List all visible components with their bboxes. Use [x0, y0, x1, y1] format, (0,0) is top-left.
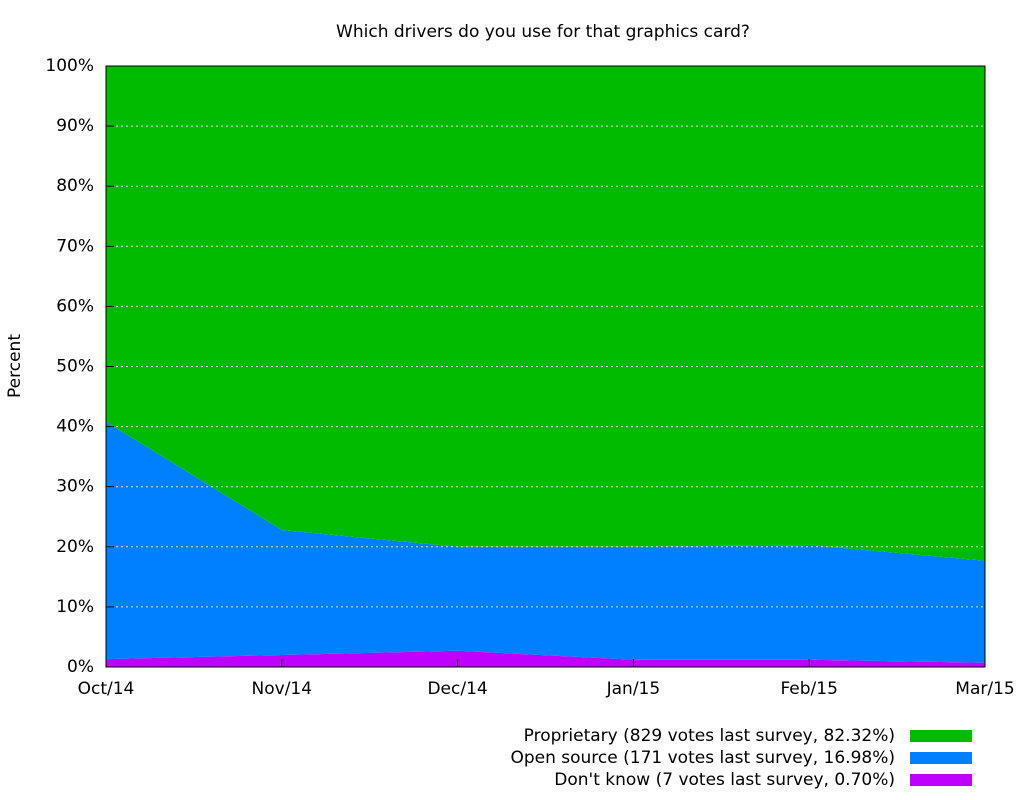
x-tick-label: Jan/15	[606, 679, 661, 699]
x-tick-label: Oct/14	[78, 679, 135, 699]
area	[106, 421, 985, 663]
x-tick-label: Mar/15	[955, 679, 1014, 699]
y-tick-label: 80%	[56, 176, 94, 196]
x-tick-label: Nov/14	[252, 679, 313, 699]
legend-label: Don't know (7 votes last survey, 0.70%)	[554, 770, 895, 790]
y-axis-label: Percent	[5, 334, 25, 398]
y-tick-label: 10%	[56, 597, 94, 617]
y-tick-label: 30%	[56, 477, 94, 497]
chart-title: Which drivers do you use for that graphi…	[336, 22, 750, 42]
y-tick-label: 20%	[56, 537, 94, 557]
legend-swatch	[910, 774, 972, 786]
legend-swatch	[910, 752, 972, 764]
y-tick-label: 60%	[56, 296, 94, 316]
area	[106, 650, 985, 667]
y-tick-label: 90%	[56, 116, 94, 136]
x-tick-label: Feb/15	[780, 679, 837, 699]
legend-label: Open source (171 votes last survey, 16.9…	[510, 748, 895, 768]
y-tick-label: 70%	[56, 236, 94, 256]
y-tick-label: 50%	[56, 357, 94, 377]
plot-border	[105, 65, 986, 668]
x-tick-label: Dec/14	[427, 679, 487, 699]
area	[106, 66, 985, 561]
legend-swatch	[910, 730, 972, 742]
legend-label: Proprietary (829 votes last survey, 82.3…	[524, 726, 895, 746]
y-tick-label: 40%	[56, 417, 94, 437]
y-tick-label: 100%	[45, 56, 94, 76]
y-tick-label: 0%	[67, 657, 94, 677]
